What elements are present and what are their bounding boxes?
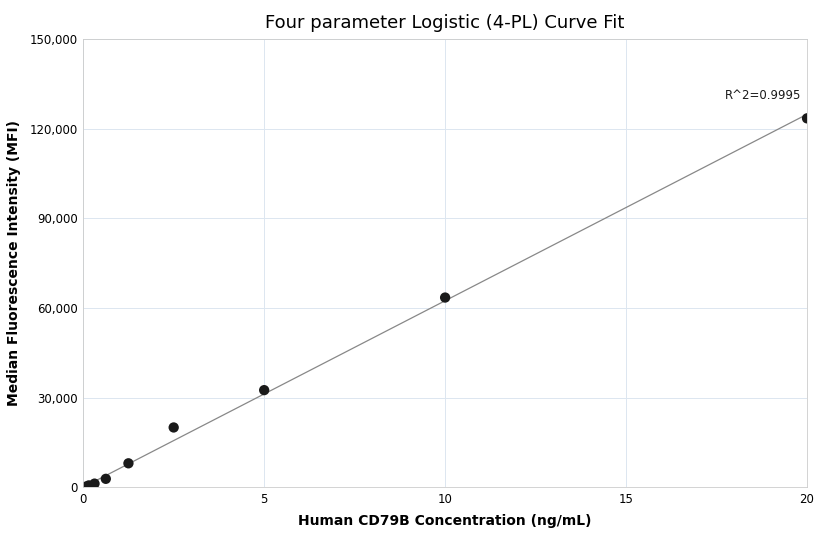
- Point: [82, 481, 96, 490]
- X-axis label: Human CD79B Concentration (ng/mL): Human CD79B Concentration (ng/mL): [299, 514, 592, 528]
- Text: R^2=0.9995: R^2=0.9995: [726, 89, 801, 102]
- Title: Four parameter Logistic (4-PL) Curve Fit: Four parameter Logistic (4-PL) Curve Fit: [265, 14, 625, 32]
- Point: [438, 293, 452, 302]
- Point: [258, 386, 271, 395]
- Point: [121, 459, 135, 468]
- Point: [800, 114, 814, 123]
- Point: [79, 482, 92, 491]
- Point: [88, 479, 102, 488]
- Y-axis label: Median Fluorescence Intensity (MFI): Median Fluorescence Intensity (MFI): [7, 120, 21, 406]
- Point: [99, 474, 112, 483]
- Point: [167, 423, 181, 432]
